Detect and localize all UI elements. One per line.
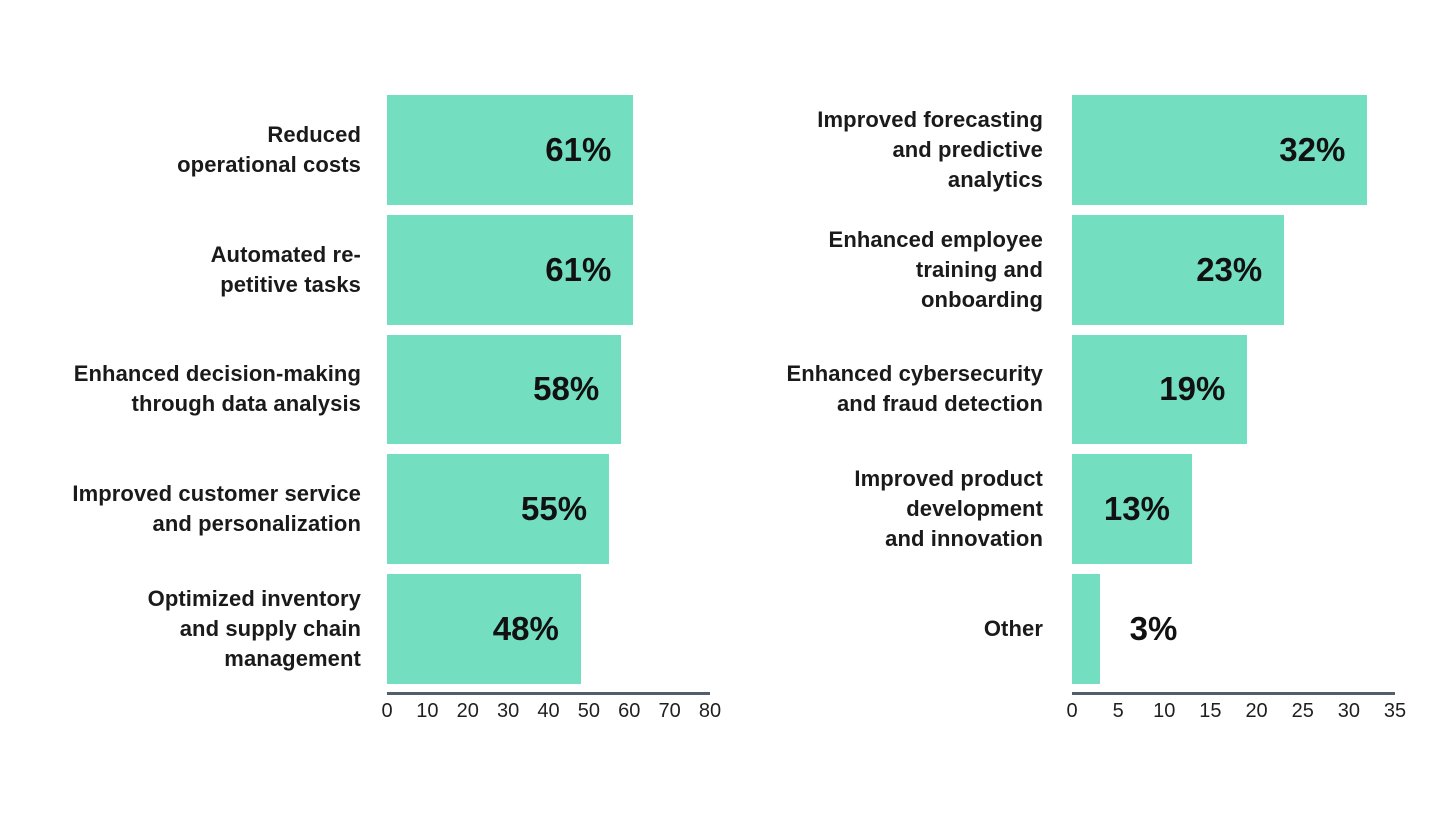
x-axis-tick-label: 0 [1066,700,1078,722]
category-label-line: analytics [947,166,1043,192]
x-axis-line [387,692,710,695]
bar-track: 32% [1072,95,1395,205]
category-label-line: Enhanced employee [828,226,1043,252]
category-label-line: development [906,496,1043,522]
x-axis-tick-label: 5 [1112,700,1124,722]
value-label: 23% [1196,250,1263,288]
x-axis-tick-label: 20 [456,700,479,722]
chart-row: Improved customer service and personaliza… [0,454,712,565]
bar [1072,454,1192,565]
bar-track: 58% [387,334,710,445]
category-label-line: Reduced [267,121,361,147]
x-axis-tick-label: 35 [1383,700,1407,722]
x-axis-tick-label: 0 [381,700,393,722]
category-label-line: Other [983,616,1043,642]
bar-track: 61% [387,95,710,205]
category-label-line: onboarding [921,286,1043,312]
category-label: Enhanced decision-making through data ana… [0,335,361,445]
bar [387,574,581,684]
category-label-line: petitive tasks [220,271,361,297]
bar [387,95,634,205]
category-label-line: management [224,646,361,672]
bar-track: 55% [387,454,710,565]
chart-row: Optimized inventory and supply chain manag… [0,574,712,684]
x-axis-tick-label: 50 [577,700,600,722]
value-label: 48% [492,610,559,648]
category-label-line: and innovation [885,526,1043,552]
category-label-line: operational costs [177,151,361,177]
bar-track: 23% [1072,214,1395,325]
value-label: 32% [1279,130,1346,168]
x-axis-tick-label: 60 [618,700,641,722]
bar-track: 61% [387,214,710,325]
category-label-line: Improved forecasting [817,106,1043,132]
bar [1072,334,1248,445]
x-axis-tick-label: 70 [658,700,681,722]
x-axis: 0 5 10 15 20 25 30 35 [1066,692,1406,732]
value-label: 19% [1159,370,1226,408]
chart-row: Enhanced employee training and onboarding 2… [723,214,1397,325]
value-label: 61% [545,130,612,168]
chart-row: Enhanced decision-making through data ana… [0,334,712,445]
category-label-line: and personalization [152,511,361,537]
bar-rows: Reduced operational costs 61% Automated re-… [0,95,712,684]
bar [1072,95,1368,205]
category-label: Other [723,574,1043,684]
x-axis: 0 10 20 30 40 50 60 70 80 [381,692,721,732]
chart-row: Enhanced cybersecurity and fraud detectio… [723,334,1397,445]
bar-rows: Improved forecasting and predictive analyt… [723,95,1397,684]
x-axis-tick-label: 30 [1337,700,1360,722]
x-axis-tick-label: 20 [1245,700,1268,722]
x-axis-tick-label: 80 [698,700,722,722]
category-label: Improved product development and innovatio… [723,454,1043,564]
bar-track: 48% [387,574,710,684]
bar-track: 13% [1072,454,1395,565]
category-label-line: through data analysis [131,391,361,417]
category-label: Enhanced cybersecurity and fraud detectio… [723,335,1043,445]
chart-row: Improved forecasting and predictive analyt… [723,95,1397,205]
category-label: Enhanced employee training and onboarding [723,215,1043,325]
value-label: 55% [521,490,588,528]
chart-right-benefits: Improved forecasting and predictive analyt… [723,95,1406,722]
chart-row: Automated re-petitive tasks 61% [0,214,712,325]
category-label: Reduced operational costs [0,95,361,205]
chart-row: Improved product development and innovatio… [723,454,1397,565]
category-label-line: and fraud detection [836,391,1043,417]
x-axis-tick-label: 10 [416,700,439,722]
category-label: Automated re-petitive tasks [0,215,361,325]
bar [1072,574,1100,684]
bar [1072,214,1285,325]
category-label-line: Enhanced decision-making [73,361,361,387]
category-label-line: Optimized inventory [147,586,361,612]
category-label-line: Improved product [854,466,1043,492]
category-label: Optimized inventory and supply chain manag… [0,574,361,684]
bar [387,454,610,565]
category-label: Improved forecasting and predictive analyt… [723,95,1043,205]
bar [387,334,622,445]
category-label-line: Automated re- [210,241,361,267]
x-axis-tick-label: 25 [1291,700,1314,722]
bar-track: 19% [1072,334,1395,445]
x-axis-tick-label: 15 [1199,700,1222,722]
category-label-line: Improved customer service [72,481,361,507]
category-label: Improved customer service and personaliza… [0,454,361,564]
x-axis-tick-label: 10 [1153,700,1176,722]
value-label: 61% [545,250,612,288]
category-label-line: and predictive [892,136,1043,162]
chart-left-benefits: Reduced operational costs 61% Automated re-… [0,95,721,722]
bar [387,214,634,325]
x-axis-tick-label: 30 [497,700,520,722]
category-label-line: Enhanced cybersecurity [786,361,1043,387]
value-label: 58% [533,370,600,408]
chart-row: Reduced operational costs 61% [0,95,712,205]
category-label-line: and supply chain [179,616,361,642]
category-label-line: training and [915,256,1043,282]
chart-row: Other 3% [723,574,1397,684]
x-axis-tick-label: 40 [537,700,560,722]
value-label: 13% [1103,490,1170,528]
value-label: 3% [1129,610,1178,648]
bar-track: 3% [1072,574,1395,684]
x-axis-line [1072,692,1395,695]
